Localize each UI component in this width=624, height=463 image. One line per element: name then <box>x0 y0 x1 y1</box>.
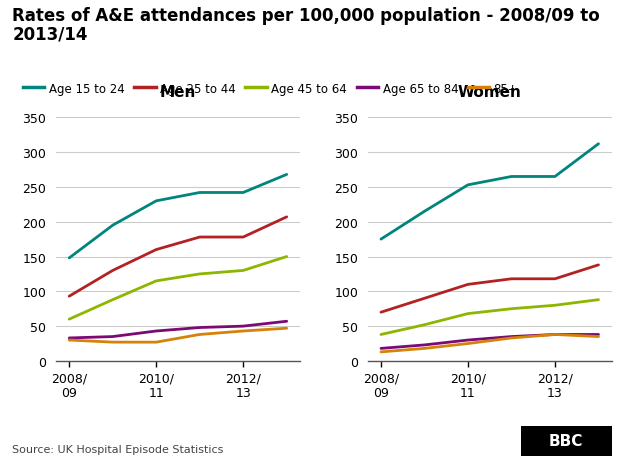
Legend: Age 15 to 24, Age 25 to 44, Age 45 to 64, Age 65 to 84, 85+: Age 15 to 24, Age 25 to 44, Age 45 to 64… <box>18 78 523 100</box>
Text: BBC: BBC <box>549 433 583 449</box>
Text: 2013/14: 2013/14 <box>12 25 88 44</box>
Text: Rates of A&E attendances per 100,000 population - 2008/09 to: Rates of A&E attendances per 100,000 pop… <box>12 7 600 25</box>
Title: Men: Men <box>160 85 196 100</box>
Text: Source: UK Hospital Episode Statistics: Source: UK Hospital Episode Statistics <box>12 444 224 454</box>
Title: Women: Women <box>458 85 522 100</box>
